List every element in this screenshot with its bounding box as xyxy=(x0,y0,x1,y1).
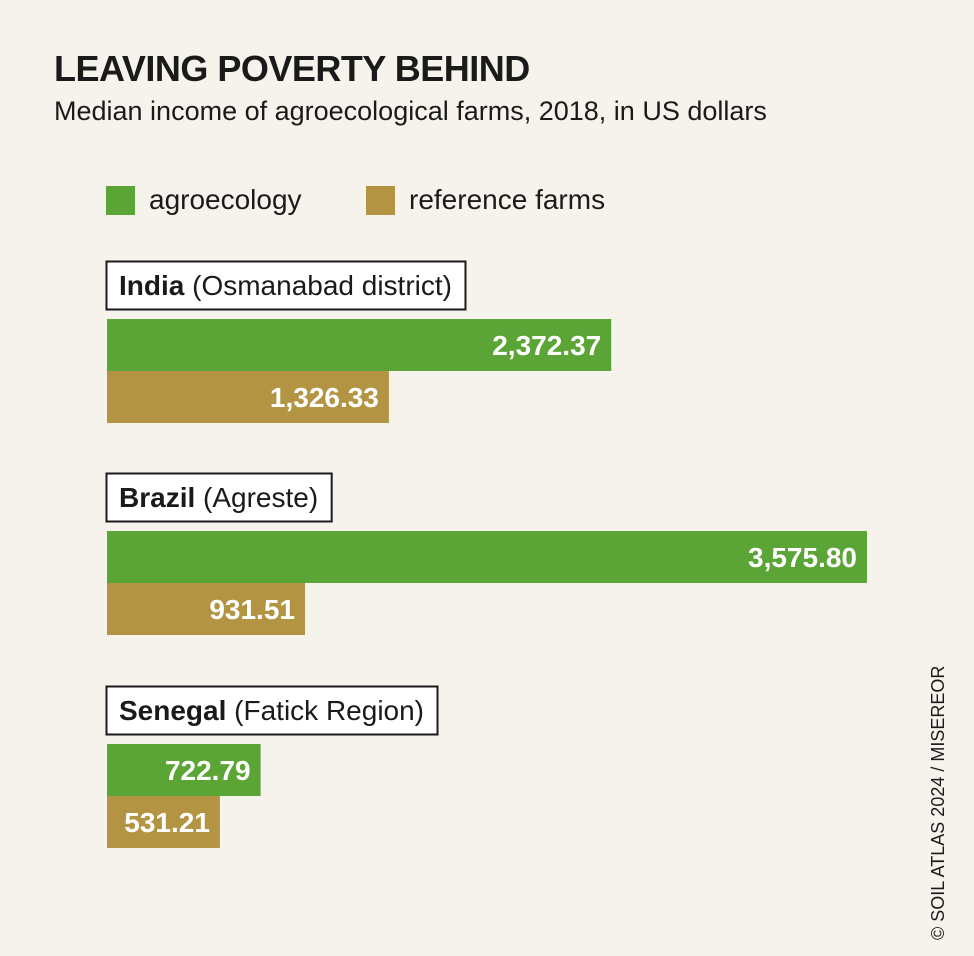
data-label-senegal-reference-farms: 531.21 xyxy=(124,807,210,838)
legend-item-agroecology: agroecology xyxy=(106,184,302,216)
copyright-credit: © SOIL ATLAS 2024 / MISEREOR xyxy=(928,665,948,940)
legend-item-reference-farms: reference farms xyxy=(366,184,605,216)
bar-india-reference-farms xyxy=(107,371,389,423)
legend-swatch-agroecology xyxy=(106,185,135,215)
group-label-brazil: Brazil (Agreste) xyxy=(119,482,318,513)
legend-label-agroecology: agroecology xyxy=(149,184,302,215)
bar-senegal-reference-farms xyxy=(107,796,220,848)
chart-subtitle: Median income of agroecological farms, 2… xyxy=(54,96,767,126)
country-name-brazil: Brazil xyxy=(119,482,195,513)
bar-senegal-agroecology xyxy=(107,744,261,796)
data-label-india-reference-farms: 1,326.33 xyxy=(270,382,379,413)
group-label-box-senegal xyxy=(105,685,439,736)
data-label-brazil-reference-farms: 931.51 xyxy=(209,594,295,625)
chart-title: LEAVING POVERTY BEHIND xyxy=(54,48,530,89)
bar-brazil-agroecology xyxy=(107,531,867,583)
data-label-senegal-agroecology: 722.79 xyxy=(165,755,251,786)
group-label-box-brazil xyxy=(105,472,333,523)
country-name-senegal: Senegal xyxy=(119,695,226,726)
group-label-india: India (Osmanabad district) xyxy=(119,270,452,301)
legend-swatch-reference-farms xyxy=(366,185,395,215)
group-label-box-india xyxy=(105,260,467,311)
bar-india-agroecology xyxy=(107,319,612,371)
bar-brazil-reference-farms xyxy=(107,583,305,635)
country-name-india: India xyxy=(119,270,185,301)
group-label-senegal: Senegal (Fatick Region) xyxy=(119,695,424,726)
region-name-brazil: (Agreste) xyxy=(195,482,318,513)
data-label-brazil-agroecology: 3,575.80 xyxy=(748,542,857,573)
legend-label-reference-farms: reference farms xyxy=(409,184,606,215)
data-label-india-agroecology: 2,372.37 xyxy=(492,330,601,361)
region-name-senegal: (Fatick Region) xyxy=(226,695,424,726)
region-name-india: (Osmanabad district) xyxy=(184,270,452,301)
